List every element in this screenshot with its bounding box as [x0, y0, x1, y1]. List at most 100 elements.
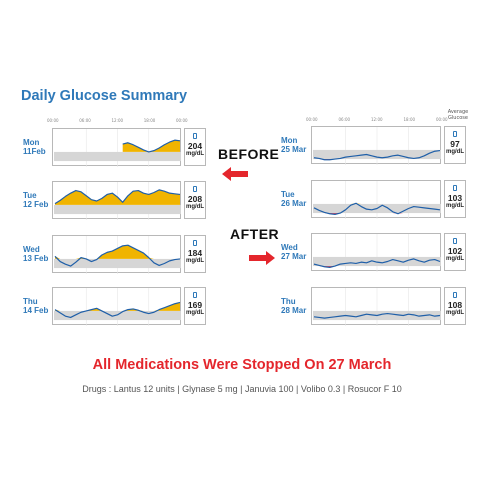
average-glucose-value: 97 — [450, 139, 460, 149]
target-range-band — [54, 204, 181, 215]
meter-device-icon — [193, 133, 197, 139]
day-name: Thu — [281, 297, 296, 306]
day-name: Tue — [23, 191, 37, 200]
high-glucose-fill — [55, 302, 180, 311]
target-range-band — [54, 151, 181, 162]
target-range-band — [313, 256, 441, 267]
glucose-series-line — [54, 189, 181, 205]
day-label: Tue 12 Feb — [23, 191, 48, 209]
glucose-trace-panel — [52, 287, 181, 326]
day-date: 14 Feb — [23, 306, 49, 315]
glucose-trace-svg — [54, 129, 181, 167]
meter-device-icon — [453, 292, 457, 298]
avg-glucose-header: Average Glucose — [443, 109, 473, 121]
x-tick-label: 18:00 — [403, 117, 416, 122]
target-range-band — [54, 258, 181, 269]
average-glucose-box: 103 mg/dL — [444, 180, 466, 218]
glucose-series-line — [122, 139, 181, 153]
glucose-trace-panel — [311, 126, 441, 165]
avg-header-line-1: Average — [447, 109, 469, 115]
glucose-series-line — [54, 244, 181, 267]
glucose-trace-svg — [313, 288, 441, 326]
x-tick-label: 18:00 — [143, 118, 156, 123]
average-glucose-unit: mg/dL — [186, 204, 204, 210]
low-glucose-fill — [314, 266, 440, 268]
glucose-series-line — [313, 312, 441, 319]
day-date: 13 Feb — [23, 254, 49, 263]
x-tick-label: 00:00 — [436, 117, 448, 122]
glucose-trace-panel — [52, 128, 181, 167]
average-glucose-box: 204 mg/dL — [184, 128, 206, 166]
average-glucose-value: 184 — [187, 248, 203, 258]
glucose-trace-svg — [54, 236, 181, 274]
day-date: 27 Mar — [281, 252, 307, 261]
glucose-trace-svg — [313, 181, 441, 219]
glucose-series-line — [313, 149, 441, 161]
average-glucose-unit: mg/dL — [186, 258, 204, 264]
target-range-band — [313, 149, 441, 160]
day-label: Wed 13 Feb — [23, 245, 48, 263]
average-glucose-value: 204 — [187, 141, 203, 151]
day-name: Wed — [23, 245, 40, 254]
glucose-trace-svg — [313, 234, 441, 272]
after-label: AFTER — [230, 226, 280, 242]
x-tick-label: 12:00 — [111, 118, 124, 123]
day-label: Wed 27 Mar — [281, 243, 306, 261]
high-glucose-fill — [122, 140, 180, 152]
x-tick-label: 06:00 — [79, 118, 91, 123]
average-glucose-box: 184 mg/dL — [184, 235, 206, 273]
chart-title: Daily Glucose Summary — [21, 88, 188, 104]
day-name: Mon — [281, 136, 298, 145]
average-glucose-box: 208 mg/dL — [184, 181, 206, 219]
average-glucose-box: 108 mg/dL — [444, 287, 466, 325]
meter-device-icon — [453, 238, 457, 244]
glucose-trace-panel — [311, 233, 441, 272]
average-glucose-box: 97 mg/dL — [444, 126, 466, 164]
average-glucose-value: 208 — [187, 194, 203, 204]
day-date: 25 Mar — [281, 145, 307, 154]
x-tick-label: 06:00 — [338, 117, 351, 122]
glucose-series-line — [54, 301, 181, 319]
x-tick-label: 00:00 — [47, 118, 59, 123]
glucose-trace-svg — [54, 182, 181, 220]
glucose-trace-svg — [54, 288, 181, 326]
high-glucose-fill — [55, 245, 180, 259]
average-glucose-unit: mg/dL — [186, 151, 204, 157]
day-name: Tue — [281, 190, 295, 199]
day-name: Mon — [23, 138, 40, 147]
day-date: 28 Mar — [281, 306, 307, 315]
left-arrow-icon — [222, 167, 248, 181]
day-label: Mon 11Feb — [23, 138, 46, 156]
average-glucose-box: 169 mg/dL — [184, 287, 206, 325]
day-label: Tue 26 Mar — [281, 190, 306, 208]
glucose-series-line — [313, 258, 441, 268]
average-glucose-unit: mg/dL — [446, 203, 464, 209]
glucose-trace-svg — [313, 127, 441, 165]
day-label: Mon 25 Mar — [281, 136, 306, 154]
average-glucose-unit: mg/dL — [446, 149, 464, 155]
day-name: Wed — [281, 243, 298, 252]
average-glucose-box: 102 mg/dL — [444, 233, 466, 271]
medications-stopped-note: All Medications Were Stopped On 27 March — [92, 357, 392, 373]
average-glucose-unit: mg/dL — [446, 310, 464, 316]
target-range-band — [54, 310, 181, 321]
day-name: Thu — [23, 297, 38, 306]
average-glucose-unit: mg/dL — [446, 256, 464, 262]
glucose-series-line — [313, 202, 441, 215]
meter-device-icon — [193, 292, 197, 298]
average-glucose-value: 169 — [187, 300, 203, 310]
meter-device-icon — [453, 185, 457, 191]
average-glucose-value: 102 — [447, 246, 463, 256]
x-tick-label: 12:00 — [371, 117, 383, 122]
day-label: Thu 14 Feb — [23, 297, 48, 315]
glucose-trace-panel — [311, 287, 441, 326]
day-date: 11Feb — [23, 147, 46, 156]
x-tick-label: 00:00 — [176, 118, 188, 123]
day-label: Thu 28 Mar — [281, 297, 306, 315]
average-glucose-value: 103 — [447, 193, 463, 203]
glucose-trace-panel — [311, 180, 441, 219]
right-arrow-icon — [249, 251, 275, 265]
avg-header-line-2: Glucose — [448, 115, 468, 121]
glucose-trace-panel — [52, 181, 181, 220]
day-date: 12 Feb — [23, 200, 49, 209]
